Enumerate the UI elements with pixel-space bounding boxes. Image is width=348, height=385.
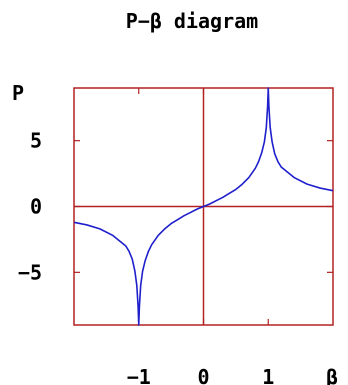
y-tick-label: 5	[30, 129, 42, 153]
plot-area: 5 0 −5 −1 0 1	[18, 87, 334, 385]
x-axis-label: β	[326, 365, 338, 385]
x-tick-label: −1	[127, 365, 151, 385]
chart-title: P−β diagram	[126, 9, 258, 33]
x-tick-label: 1	[262, 365, 274, 385]
p-beta-curve	[73, 87, 334, 326]
y-tick-label: 0	[30, 195, 42, 219]
y-tick-label: −5	[18, 260, 42, 284]
x-tick-label: 0	[197, 365, 209, 385]
y-axis-label: P	[12, 81, 24, 105]
